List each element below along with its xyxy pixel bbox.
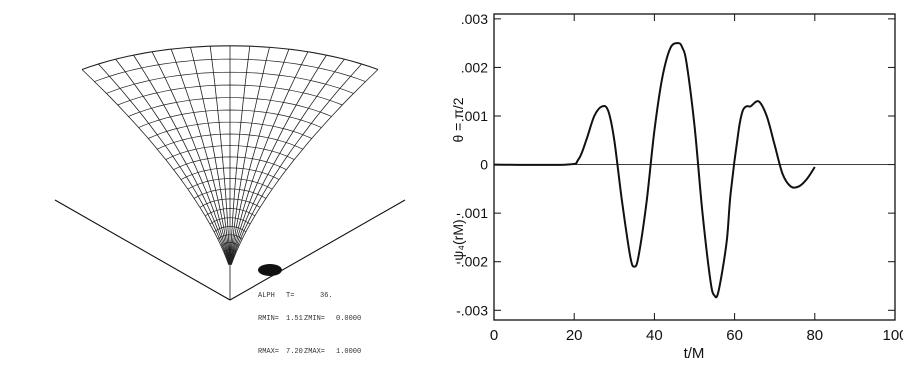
zmax-value: 1.0000 [336, 348, 361, 356]
grid-throat [258, 264, 282, 276]
chart-frame [494, 14, 895, 320]
x-axis-ticks: 0 20 40 60 80 100 [490, 14, 903, 344]
radial-grid-line [230, 46, 250, 264]
wedge-right-line [230, 200, 405, 300]
radial-grid-line [231, 52, 308, 265]
x-tick-label: 80 [806, 327, 823, 344]
x-tick-label: 0 [490, 327, 498, 344]
y-tick-label: 0 [480, 157, 488, 173]
zmin-label: ZMIN= [304, 315, 325, 323]
zmax-label: ZMAX= [304, 348, 325, 356]
rmax-label: RMAX= [258, 348, 279, 356]
rmin-value: 1.51 [286, 315, 303, 323]
grid-figure-panel: ALPH T= 36. RMIN= 1.51 ZMIN= 0.0000 RMAX… [0, 0, 440, 361]
wedge-left-line [55, 200, 230, 300]
y-tick-label: -.003 [456, 302, 488, 318]
x-tick-label: 60 [726, 327, 743, 344]
y-axis-label-theta: θ = π/2 [450, 97, 466, 142]
y-tick-label: -.001 [456, 205, 488, 221]
radial-grid-line [210, 46, 230, 264]
t-label: T= [286, 292, 294, 300]
radial-grid-line [191, 47, 230, 264]
x-tick-label: 100 [882, 327, 903, 344]
radial-grid-line [230, 47, 269, 264]
y-axis-label: ψ₄(rM) [450, 219, 466, 260]
grid-lines [55, 46, 405, 300]
t-value: 36. [320, 292, 333, 300]
y-tick-label: .003 [461, 11, 488, 27]
x-axis-label: t/M [684, 345, 705, 361]
x-tick-label: 20 [566, 327, 583, 344]
y-tick-label: .002 [461, 59, 488, 75]
zmin-value: 0.0000 [336, 315, 361, 323]
rmin-label: RMIN= [258, 315, 279, 323]
series-line-psi4 [494, 43, 815, 297]
computational-grid-plot [0, 0, 440, 361]
radial-grid-line [152, 52, 229, 265]
alph-label: ALPH [258, 292, 275, 300]
rmax-value: 7.20 [286, 348, 303, 356]
x-tick-label: 40 [646, 327, 663, 344]
